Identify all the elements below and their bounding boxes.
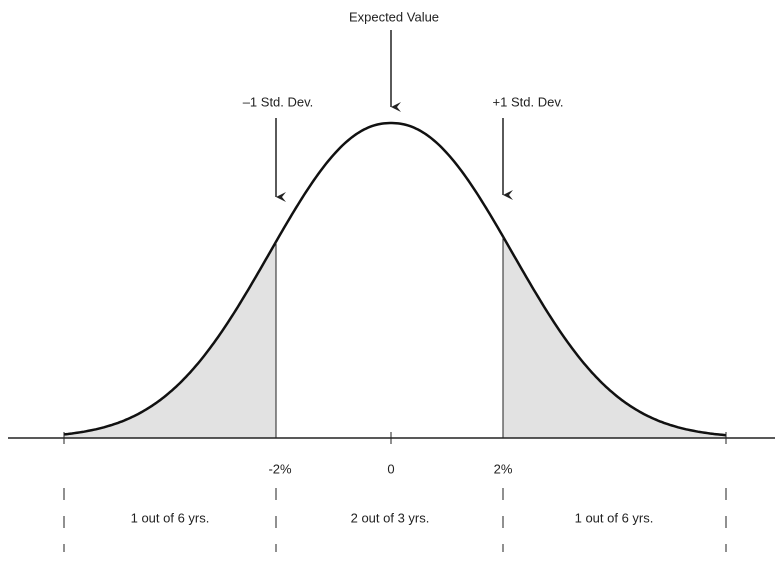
axis-label: 2% — [494, 461, 513, 476]
shaded-tail — [64, 241, 276, 438]
annotation: Expected Value — [349, 9, 439, 24]
region-label: 1 out of 6 yrs. — [131, 510, 210, 525]
region-dividers — [63, 488, 727, 552]
shaded-tail — [503, 236, 726, 438]
axis-label: -2% — [268, 461, 292, 476]
annotation: +1 Std. Dev. — [493, 94, 564, 109]
bell-curve — [63, 121, 727, 437]
annotation: –1 Std. Dev. — [243, 94, 314, 109]
axis-label: 0 — [387, 461, 394, 476]
axis-ticks — [63, 432, 727, 444]
region-label: 2 out of 3 yrs. — [351, 510, 430, 525]
region-label: 1 out of 6 yrs. — [575, 510, 654, 525]
